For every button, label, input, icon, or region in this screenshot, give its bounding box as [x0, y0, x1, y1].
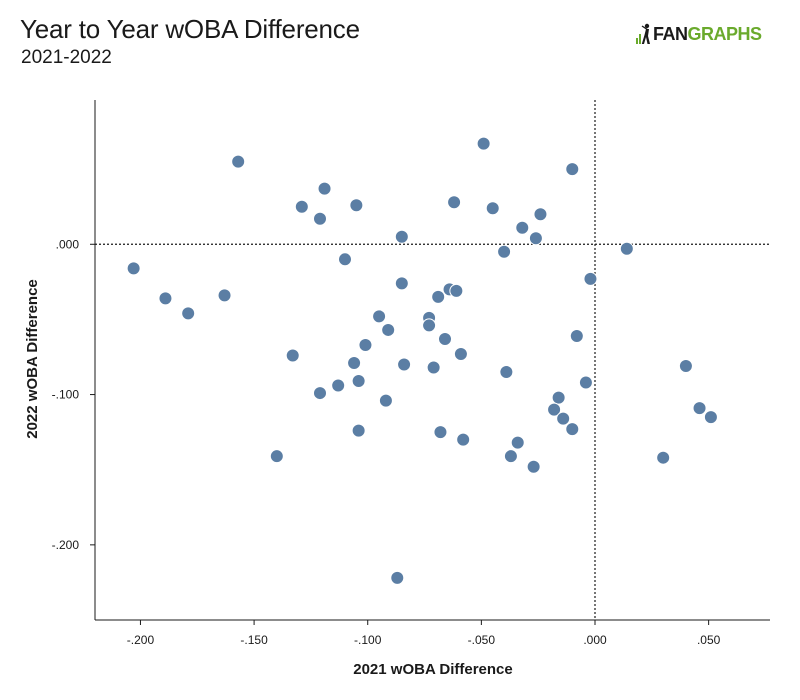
data-point[interactable]: [331, 378, 346, 393]
y-tick-label: -.100: [52, 388, 80, 402]
data-point[interactable]: [453, 346, 468, 361]
data-point[interactable]: [476, 136, 491, 151]
chart-title: Year to Year wOBA Difference: [20, 14, 360, 44]
data-point[interactable]: [547, 402, 562, 417]
logo-text-fan: FAN: [653, 23, 688, 44]
data-point[interactable]: [703, 410, 718, 425]
data-point[interactable]: [351, 423, 366, 438]
data-point[interactable]: [349, 198, 364, 213]
data-points: [126, 136, 718, 585]
data-point[interactable]: [158, 291, 173, 306]
data-point[interactable]: [426, 360, 441, 375]
data-point[interactable]: [456, 432, 471, 447]
data-point[interactable]: [447, 195, 462, 210]
data-point[interactable]: [231, 154, 246, 169]
x-tick-labels: -.200 -.150 -.100 -.050 .000 .050: [127, 620, 721, 647]
data-point[interactable]: [394, 229, 409, 244]
data-point[interactable]: [422, 318, 437, 333]
data-point[interactable]: [515, 220, 530, 235]
y-tick-label: -.200: [52, 538, 80, 552]
data-point[interactable]: [347, 356, 362, 371]
data-point[interactable]: [565, 162, 580, 177]
data-point[interactable]: [217, 288, 232, 303]
data-point[interactable]: [381, 322, 396, 337]
data-point[interactable]: [692, 401, 707, 416]
x-tick-label: -.050: [468, 633, 496, 647]
y-axis-title: 2022 wOBA Difference: [24, 279, 41, 439]
data-point[interactable]: [510, 435, 525, 450]
x-tick-label: -.200: [127, 633, 155, 647]
data-point[interactable]: [565, 422, 580, 437]
x-tick-label: .050: [697, 633, 721, 647]
data-point[interactable]: [499, 365, 514, 380]
x-tick-label: .000: [583, 633, 607, 647]
data-point[interactable]: [390, 570, 405, 585]
y-tick-label: .000: [56, 237, 80, 251]
data-point[interactable]: [431, 289, 446, 304]
x-axis-title: 2021 wOBA Difference: [353, 661, 513, 678]
data-point[interactable]: [433, 425, 448, 440]
data-point[interactable]: [551, 390, 566, 405]
data-point[interactable]: [126, 261, 141, 276]
data-point[interactable]: [556, 411, 571, 426]
data-point[interactable]: [372, 309, 387, 324]
data-point[interactable]: [378, 393, 393, 408]
data-point[interactable]: [397, 357, 412, 372]
data-point[interactable]: [438, 331, 452, 346]
data-point[interactable]: [528, 231, 543, 246]
data-point[interactable]: [656, 450, 671, 465]
data-point[interactable]: [497, 244, 512, 259]
data-point[interactable]: [317, 181, 332, 196]
data-point[interactable]: [285, 348, 300, 363]
data-point[interactable]: [394, 276, 409, 291]
data-point[interactable]: [533, 207, 548, 222]
data-point[interactable]: [358, 337, 373, 352]
data-point[interactable]: [583, 271, 598, 286]
data-point[interactable]: [269, 449, 284, 464]
data-point[interactable]: [313, 211, 327, 226]
data-point[interactable]: [294, 199, 309, 214]
x-tick-label: -.150: [240, 633, 268, 647]
y-tick-labels: .000 -.100 -.200: [52, 237, 95, 552]
data-point[interactable]: [526, 459, 541, 474]
data-point[interactable]: [485, 201, 500, 216]
chart-subtitle: 2021-2022: [21, 47, 112, 68]
data-point[interactable]: [338, 252, 352, 267]
x-tick-label: -.100: [354, 633, 382, 647]
data-point[interactable]: [449, 283, 464, 298]
data-point[interactable]: [181, 306, 196, 321]
data-point[interactable]: [569, 328, 584, 343]
fangraphs-logo[interactable]: FAN GRAPHS: [635, 20, 762, 48]
data-point[interactable]: [619, 241, 634, 256]
data-point[interactable]: [503, 449, 518, 464]
data-point[interactable]: [578, 375, 593, 390]
batter-icon: [636, 23, 650, 44]
chart-axes: [94, 100, 770, 621]
data-point[interactable]: [351, 374, 366, 389]
data-point[interactable]: [678, 359, 693, 374]
logo-text-graphs: GRAPHS: [687, 23, 763, 44]
data-point[interactable]: [313, 386, 327, 401]
